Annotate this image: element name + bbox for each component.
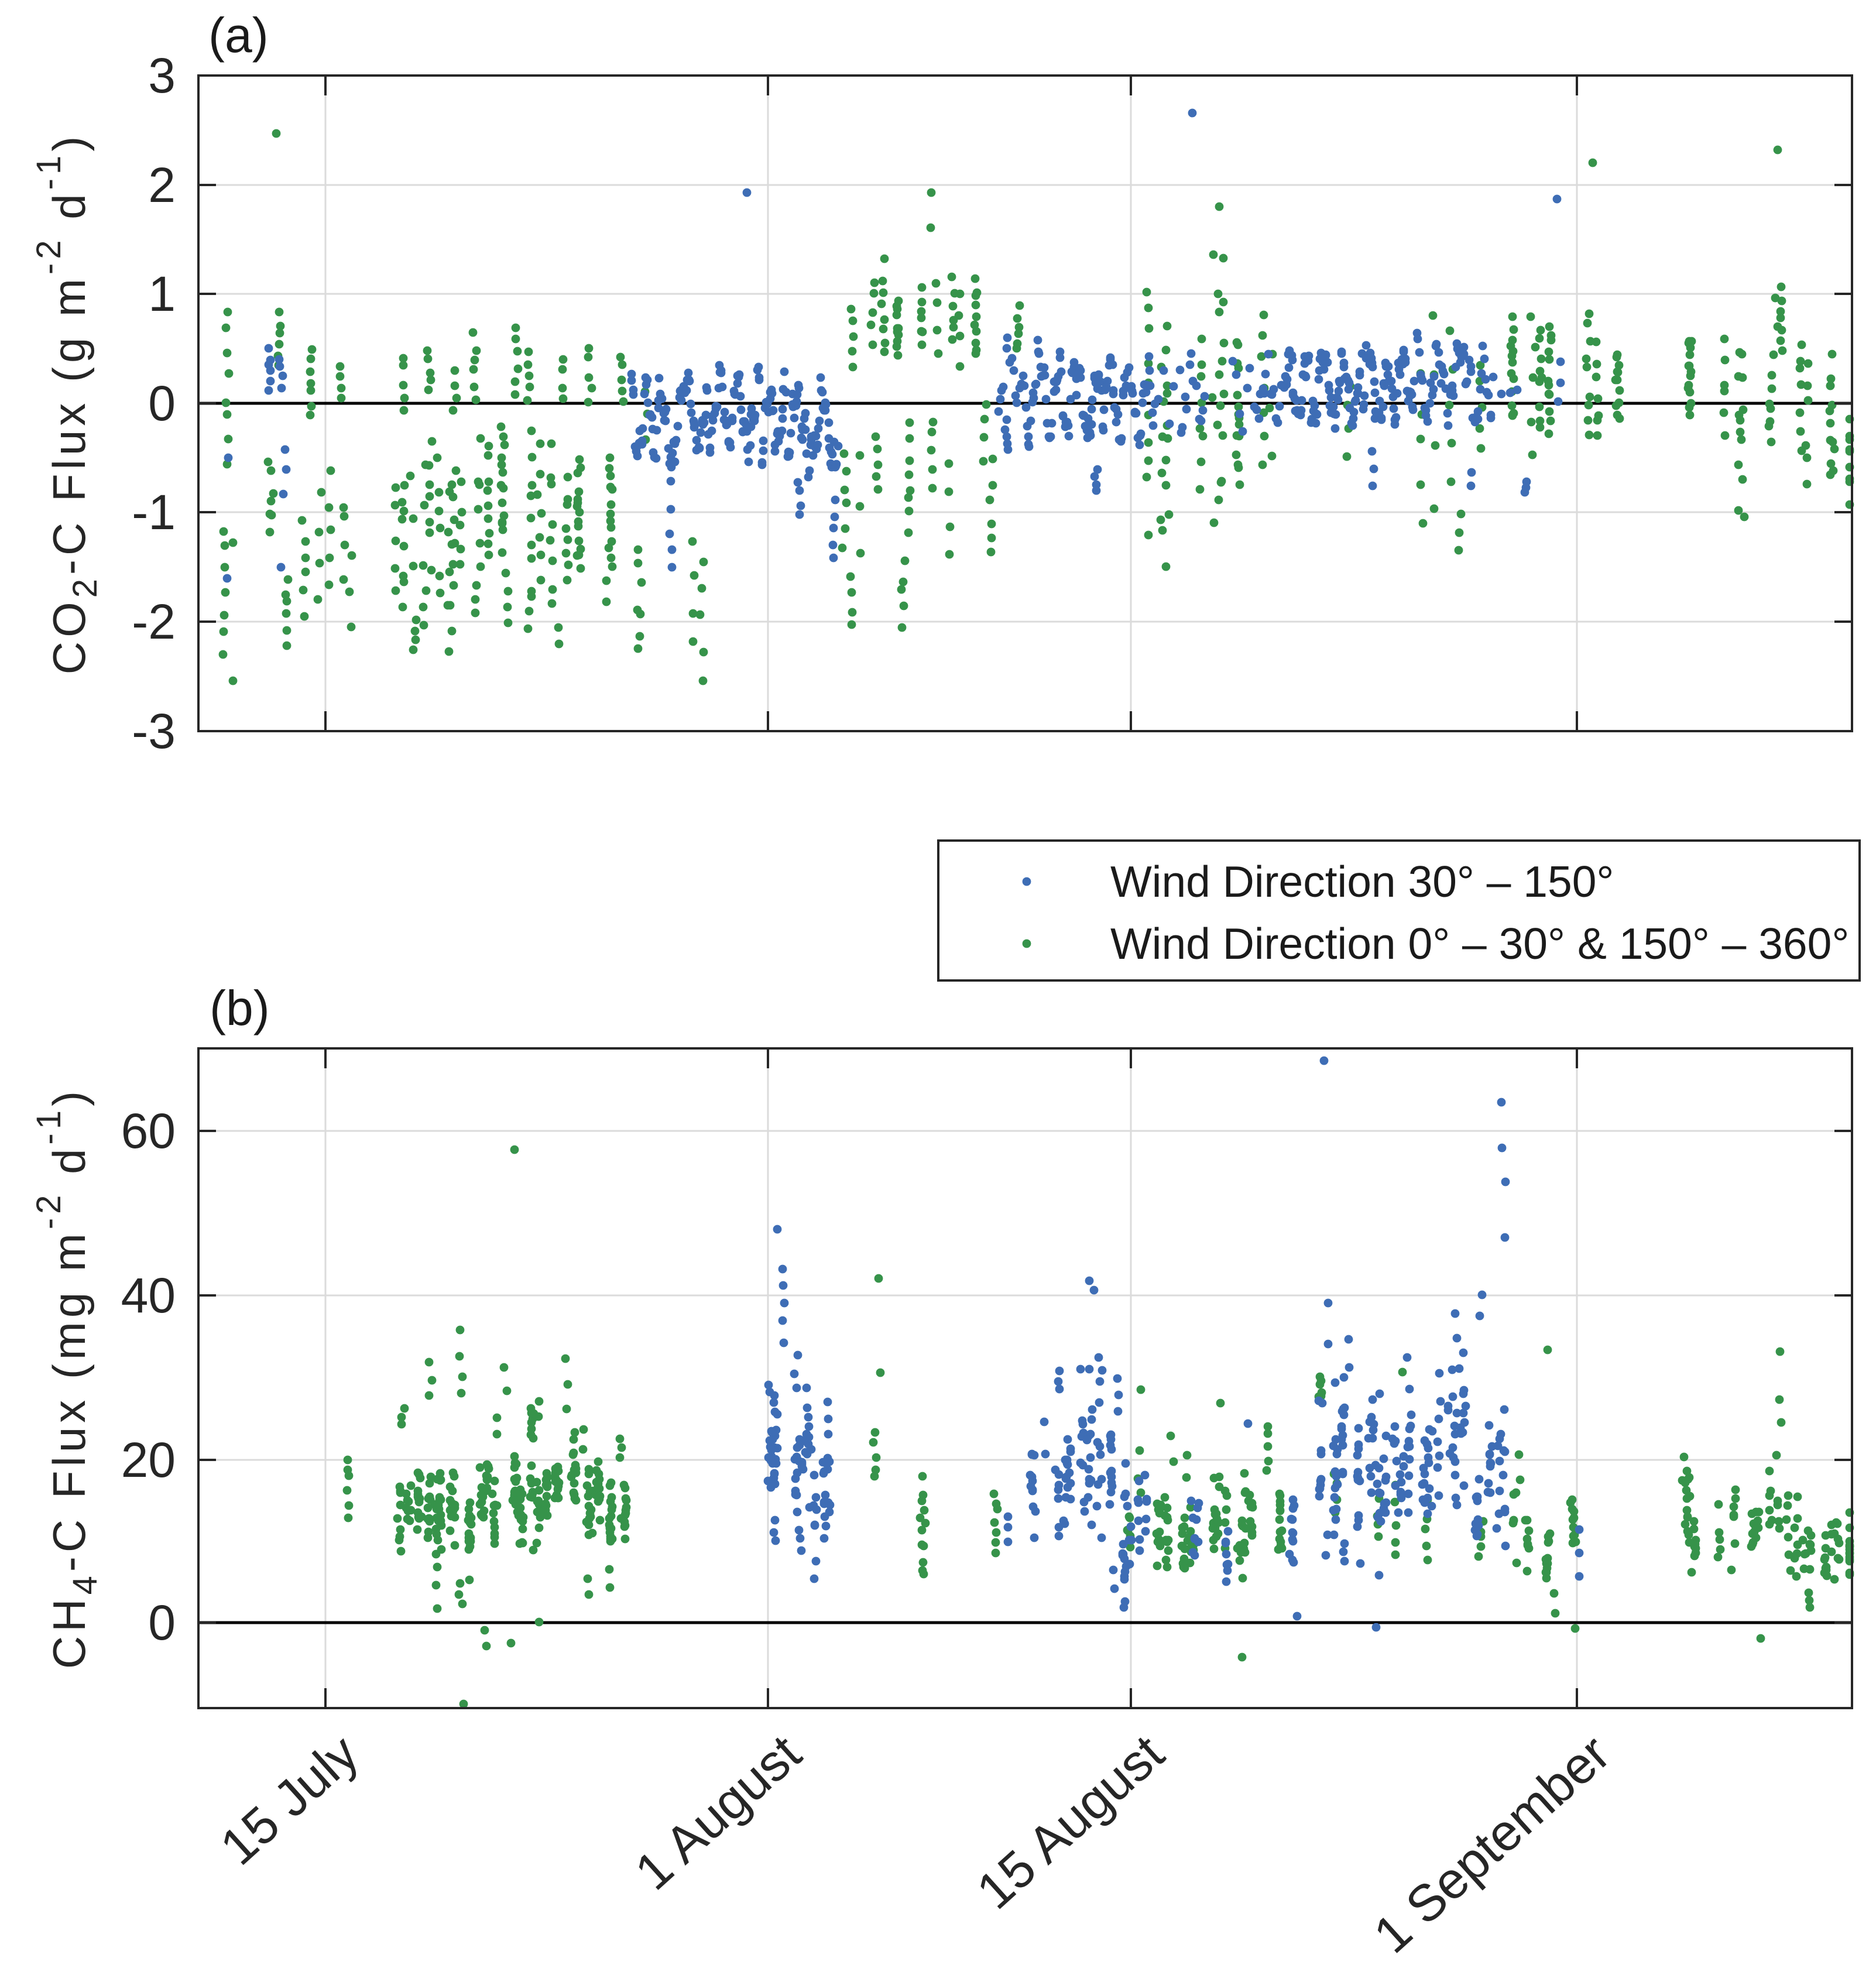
svg-text:Wind Direction 0° – 30° & 150°: Wind Direction 0° – 30° & 150° – 360°	[1110, 919, 1849, 968]
svg-text:2: 2	[148, 157, 176, 212]
svg-text:60: 60	[121, 1103, 176, 1158]
svg-text:CH4-C Flux (mg m-2 d-1): CH4-C Flux (mg m-2 d-1)	[30, 1087, 104, 1669]
svg-text:(a): (a)	[208, 8, 269, 63]
svg-text:0: 0	[148, 1595, 176, 1650]
svg-text:(b): (b)	[210, 980, 270, 1035]
svg-text:Wind Direction 30° – 150°: Wind Direction 30° – 150°	[1110, 857, 1614, 906]
svg-text:1: 1	[148, 266, 176, 321]
svg-text:-3: -3	[132, 704, 176, 759]
svg-text:-1: -1	[132, 485, 176, 540]
svg-text:0: 0	[148, 376, 176, 431]
svg-text:40: 40	[121, 1268, 176, 1323]
svg-text:20: 20	[121, 1432, 176, 1487]
svg-text:-2: -2	[132, 594, 176, 649]
svg-text:3: 3	[148, 48, 176, 103]
